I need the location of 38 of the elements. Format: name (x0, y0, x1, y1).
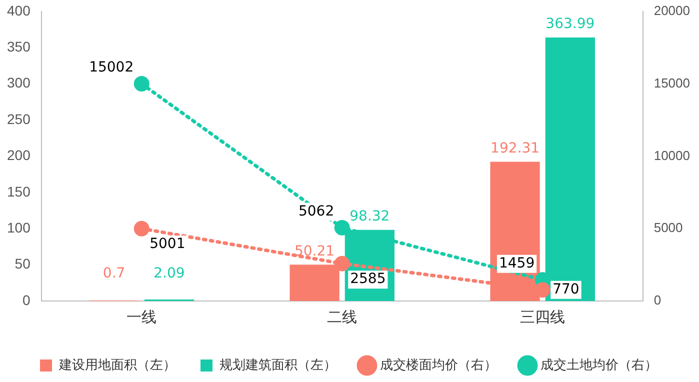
point (134, 220, 150, 236)
y2-tick-label: 5000 (654, 220, 683, 236)
legend-label: 建设用地面积（左） (58, 357, 176, 372)
y-tick-label: 50 (14, 256, 31, 272)
y2-tick-label: 0 (654, 292, 662, 308)
data-label: 50.21 (294, 243, 335, 260)
legend-label: 成交土地均价（右） (540, 357, 658, 372)
y-tick-label: 100 (7, 219, 31, 236)
legend-label: 规划建筑面积（左） (220, 357, 336, 372)
y-tick-label: 300 (7, 74, 31, 91)
y-tick-label: 350 (7, 38, 31, 54)
data-label: 0.7 (102, 266, 126, 282)
x-tick-label: 三四线 (520, 309, 566, 326)
data-label: 98.32 (350, 208, 390, 224)
point (334, 256, 350, 272)
point (334, 220, 350, 236)
y-tick-label: 150 (7, 183, 31, 200)
y2-tick-label: 15000 (654, 75, 690, 90)
y2-tick-label: 10000 (654, 148, 690, 163)
data-label: 2.09 (154, 266, 185, 282)
data-label: 192.31 (490, 140, 540, 156)
x-tick-label: 二线 (327, 309, 358, 326)
y-tick-label: 200 (7, 147, 31, 164)
legend-label: 成交楼面均价（右） (380, 357, 497, 372)
point (534, 282, 550, 298)
point (134, 76, 150, 92)
data-label: 1459 (498, 256, 535, 272)
data-label: 770 (552, 281, 580, 298)
y-tick-label: 0 (22, 292, 31, 308)
data-label: 15002 (89, 59, 134, 76)
x-tick-label: 一线 (126, 309, 157, 326)
data-label: 5062 (298, 203, 334, 220)
data-label: 363.99 (546, 16, 595, 32)
data-label: 5001 (150, 236, 186, 252)
y-tick-label: 250 (7, 110, 31, 127)
y2-tick-label: 20000 (654, 2, 690, 18)
y-tick-label: 400 (7, 2, 31, 18)
data-label: 2585 (350, 271, 386, 288)
